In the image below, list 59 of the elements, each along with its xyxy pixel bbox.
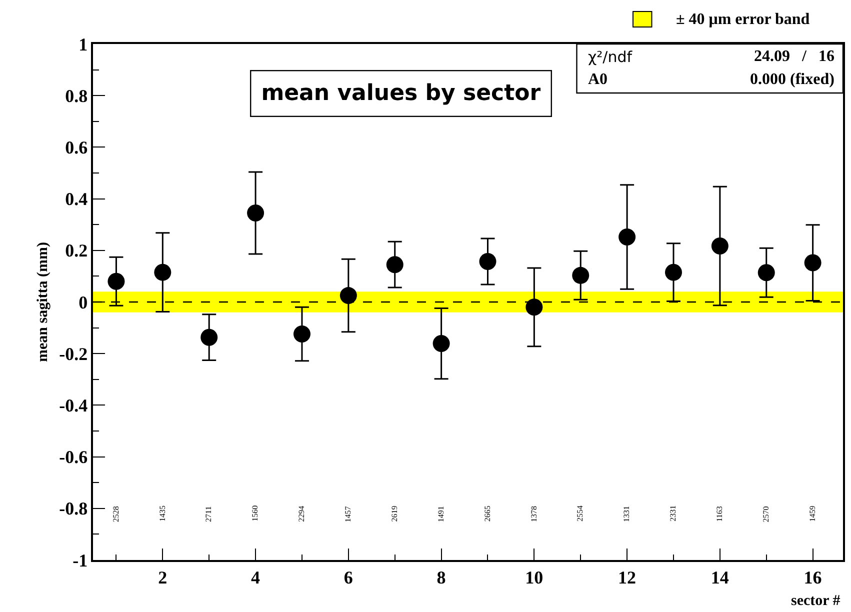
y-tick-label: 0.4	[65, 189, 88, 210]
annotation: 1491	[436, 506, 446, 522]
point	[432, 335, 450, 352]
point	[572, 266, 590, 284]
annotation: 1459	[808, 506, 817, 522]
annotation: 1331	[622, 506, 632, 522]
annotation: χ²/ndf	[588, 48, 633, 66]
annotation: 2528	[111, 506, 120, 522]
y-tick-label: 0.2	[65, 240, 88, 261]
y-tick-label: 1	[78, 34, 88, 54]
y-tick-label: 0.8	[65, 86, 88, 106]
point	[340, 287, 357, 304]
point	[526, 298, 543, 316]
point	[758, 264, 775, 282]
x-tick-label: 12	[618, 567, 636, 588]
y-tick-label: -0.2	[59, 344, 88, 364]
x-axis-title: sector #	[791, 593, 841, 609]
annotation: 2294	[297, 506, 306, 522]
x-tick-label: 6	[344, 567, 353, 588]
annotation: 2619	[390, 506, 399, 522]
x-tick-label: 2	[158, 567, 168, 588]
point	[711, 238, 728, 254]
point	[108, 272, 125, 290]
annotation: 0.000 (fixed)	[750, 71, 834, 88]
y-tick-label: 0	[78, 292, 88, 312]
annotation: 1457	[344, 506, 353, 522]
point	[804, 254, 822, 272]
x-tick-label: 14	[710, 567, 729, 588]
x-tick-label: 16	[804, 567, 822, 588]
annotation: 24.09 / 16	[754, 48, 834, 65]
annotation: 2331	[668, 505, 678, 522]
annotation: 1378	[529, 506, 538, 522]
annotation: 1163	[715, 506, 724, 522]
point	[618, 228, 636, 246]
annotation: 1435	[158, 506, 167, 522]
annotation: 2554	[576, 506, 585, 522]
point	[247, 204, 264, 222]
y-tick-label: -0.8	[59, 498, 88, 519]
x-tick-label: 8	[436, 567, 446, 588]
y-axis-title: mean sagitta (mm)	[34, 242, 51, 362]
x-tick-label: 10	[525, 567, 544, 588]
x-tick-label: 4	[251, 567, 260, 588]
point	[200, 328, 218, 346]
y-tick-label: 0.6	[65, 138, 88, 158]
point	[154, 264, 172, 281]
annotation: 2711	[204, 506, 214, 522]
y-tick-label: -0.4	[59, 396, 88, 416]
annotation: 2570	[761, 506, 770, 522]
point	[665, 264, 682, 281]
point	[479, 252, 496, 270]
annotation: A0	[588, 71, 608, 88]
y-tick-label: -0.6	[59, 447, 88, 468]
legend-label: ± 40 μm error band	[676, 11, 810, 28]
text: mean values by sector	[261, 81, 541, 106]
annotation: 1560	[250, 505, 260, 522]
y-tick-label: -1	[72, 550, 88, 570]
point	[386, 256, 404, 274]
annotation: 2665	[482, 506, 492, 522]
point	[293, 325, 310, 342]
